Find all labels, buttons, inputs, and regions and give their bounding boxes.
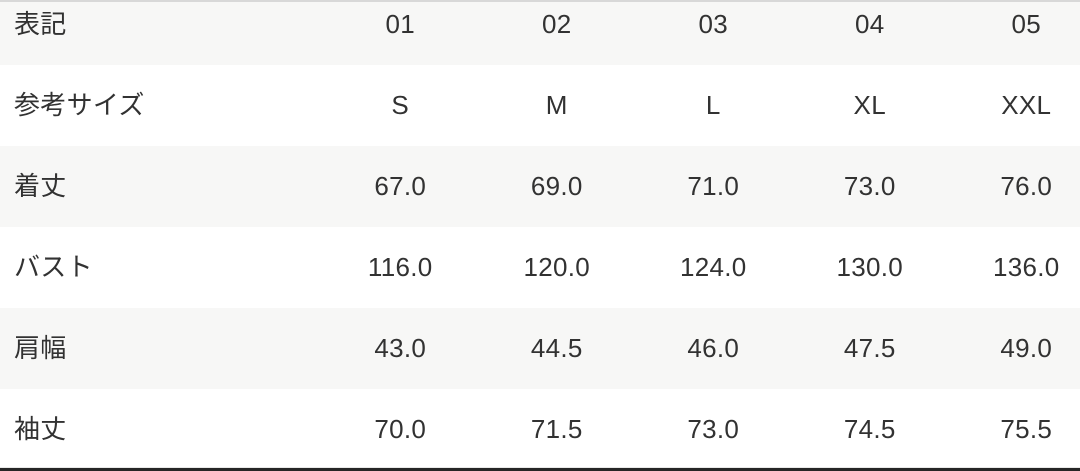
cell-value: M <box>545 89 568 120</box>
cell-value: 67.0 <box>374 170 427 201</box>
cell-value: 01 <box>385 8 416 39</box>
cell-value: 75.5 <box>1000 413 1053 444</box>
row-label: 肩幅 <box>14 332 67 363</box>
table-row: 表記 01 02 03 04 05 <box>0 2 1080 65</box>
table-row: バスト 116.0 120.0 124.0 130.0 136.0 <box>0 227 1080 308</box>
table-row: 着丈 67.0 69.0 71.0 73.0 76.0 <box>0 146 1080 227</box>
cell-value: 71.5 <box>530 413 583 444</box>
row-label: 参考サイズ <box>14 89 145 120</box>
cell-value: 73.0 <box>843 170 896 201</box>
cell-value: 74.5 <box>843 413 896 444</box>
cell-value: L <box>705 89 721 120</box>
cell-value: S <box>391 89 410 120</box>
cell-value: 02 <box>541 8 572 39</box>
table-row: 袖丈 70.0 71.5 73.0 74.5 75.5 <box>0 389 1080 470</box>
cell-value: 73.0 <box>687 413 740 444</box>
cell-value: 49.0 <box>1000 332 1053 363</box>
cell-value: 116.0 <box>367 251 433 282</box>
cell-value: 70.0 <box>374 413 427 444</box>
table-row: 肩幅 43.0 44.5 46.0 47.5 49.0 <box>0 308 1080 389</box>
cell-value: 46.0 <box>687 332 740 363</box>
cell-value: 71.0 <box>687 170 740 201</box>
cell-value: 130.0 <box>836 251 904 282</box>
row-label: 表記 <box>14 8 67 39</box>
cell-value: XL <box>853 89 886 120</box>
cell-value: 136.0 <box>992 251 1060 282</box>
cell-value: 47.5 <box>843 332 896 363</box>
row-label: 着丈 <box>14 170 67 201</box>
bottom-divider <box>0 468 1080 471</box>
cell-value: 04 <box>854 8 885 39</box>
cell-value: 44.5 <box>530 332 583 363</box>
row-label: バスト <box>14 251 93 282</box>
cell-value: 43.0 <box>374 332 427 363</box>
cell-value: 124.0 <box>679 251 747 282</box>
cell-value: XXL <box>1001 89 1052 120</box>
cell-value: 120.0 <box>523 251 591 282</box>
table-row: 参考サイズ S M L XL XXL <box>0 65 1080 146</box>
row-label: 袖丈 <box>14 413 67 444</box>
cell-value: 76.0 <box>1000 170 1053 201</box>
cell-value: 03 <box>698 8 729 39</box>
cell-value: 05 <box>1011 8 1042 39</box>
row-divider <box>0 467 1080 468</box>
cell-value: 69.0 <box>530 170 583 201</box>
